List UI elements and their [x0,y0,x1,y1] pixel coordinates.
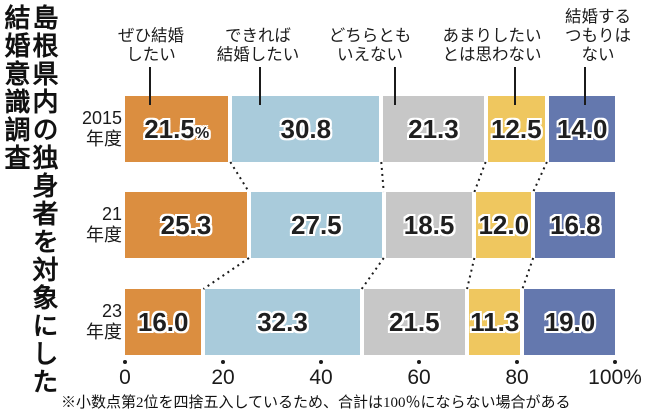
segment-value: 11.3 [470,306,520,337]
tick-label: 0 [119,366,131,389]
bar-segment: 11.3 [467,289,523,355]
tick-dot [123,360,127,364]
bar-segment: 14.0 [546,96,615,162]
connector-line [521,257,535,290]
tick-dot [221,360,225,364]
year-label: 2015 年度 [81,108,122,149]
segment-value: 32.3 [257,306,308,337]
tick-dot [417,360,421,364]
tick-dot [515,360,519,364]
tick-dot [613,360,617,364]
chart-title-line2: 結婚意識調査 [1,4,31,172]
bar-segment: 19.0 [522,289,615,355]
tick-label: 80 [505,366,529,389]
bar-segment: 21.5% [125,96,231,162]
tick-dot [319,360,323,364]
leader-line [584,67,586,105]
chart-title-vertical: 島根県内の独身者を対象にした 結婚意識調査 [1,4,59,413]
segment-value: 18.5 [403,209,455,240]
segment-value: 21.3 [408,113,459,144]
bar-segment: 32.3 [203,289,362,355]
segment-value: 25.3 [160,209,212,240]
bar-segment: 27.5 [248,192,384,258]
bar-segment: 25.3 [125,192,249,258]
connector-line [473,161,487,193]
chart-title-line1: 島根県内の独身者を対象にした [29,4,59,396]
bar-segment: 30.8 [230,96,382,162]
tick-label: 40 [309,366,333,389]
segment-value: 14.0 [556,113,608,144]
bar-segment: 16.0 [125,289,204,355]
leader-line [394,67,396,105]
connector-line [532,161,548,193]
leader-line [149,67,151,105]
segment-value: 27.5 [291,209,342,240]
connector-line [229,161,250,193]
leader-line [259,67,261,105]
category-label: 結婚する つもりは ない [565,8,631,64]
bar-row: 25.3 27.5 18.5 12.0 16.8 [125,192,615,258]
bar-segment: 12.5 [485,96,547,162]
connector-line [380,161,385,193]
bar-segment: 18.5 [383,192,475,258]
year-label: 21 年度 [86,204,122,245]
tick-label: 20 [211,366,235,389]
tick-label: 60 [407,366,431,389]
bar-segment: 21.5 [361,289,467,355]
category-label: ぜひ結婚 したい [118,27,184,64]
segment-value: 12.0 [478,209,530,240]
segment-value: 21.5% [144,113,210,144]
segment-value: 30.8 [280,113,332,144]
category-label: できれば 結婚したい [216,27,300,64]
segment-value: 21.5 [389,306,440,337]
bar-segment: 12.0 [474,192,534,258]
bar-row: 16.0 32.3 21.5 11.3 19.0 [125,289,615,355]
bar-row: 21.5% 30.8 21.3 12.5 14.0 [125,96,615,162]
category-label: あまりしたい とは思わない [442,27,542,64]
category-label: どちらとも いえない [328,27,412,64]
connector-line [360,257,385,290]
connector-line [202,257,250,290]
segment-value: 16.0 [137,306,189,337]
bar-segment: 16.8 [533,192,615,258]
segment-value: 16.8 [550,209,601,240]
segment-value: 19.0 [544,306,596,337]
leader-line [514,67,516,105]
bar-segment: 21.3 [381,96,486,162]
tick-label: 100% [588,366,642,389]
footnote: ※小数点第2位を四捨五入しているため、合計は100％にならない場合がある [61,395,571,411]
segment-value: 12.5 [490,113,542,144]
year-label: 23 年度 [86,301,122,342]
connector-line [466,257,476,290]
